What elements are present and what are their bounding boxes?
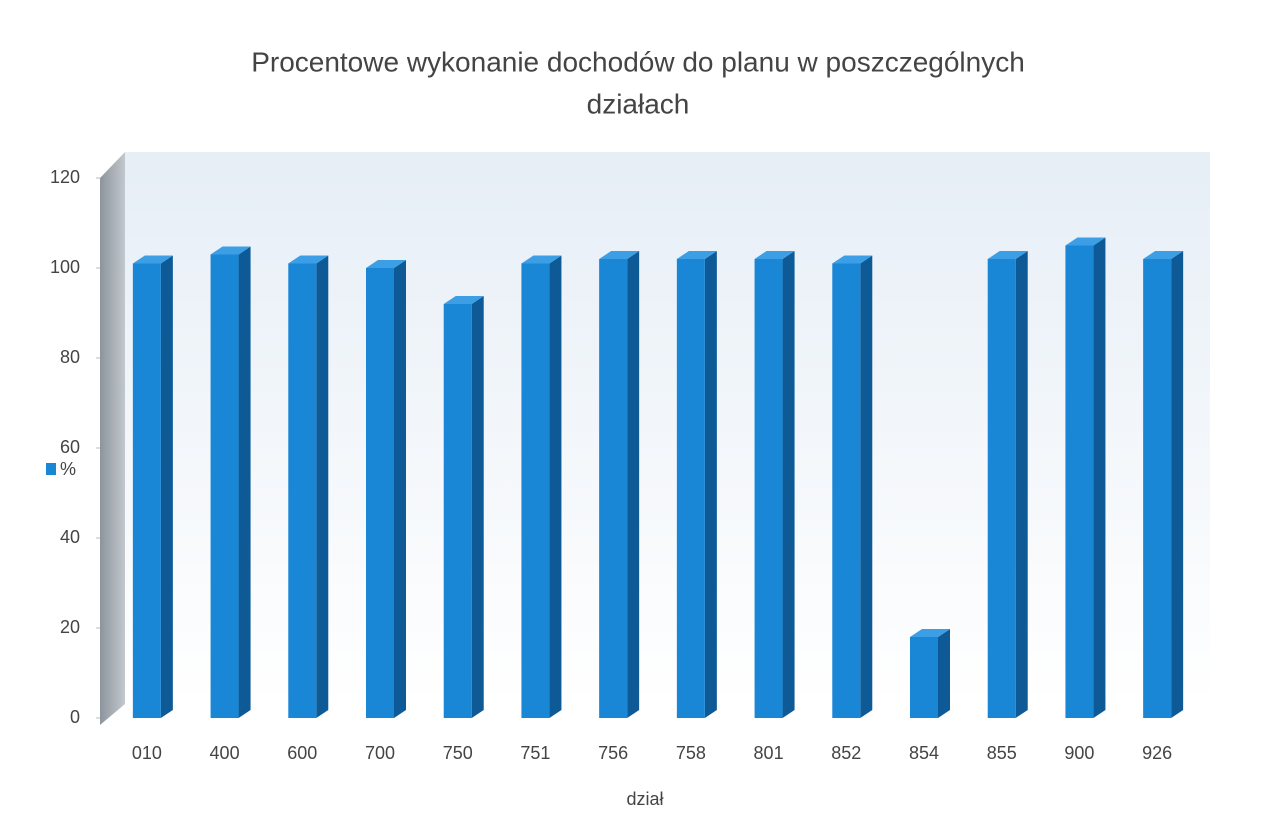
x-tick-label: 756 [598,743,628,763]
bar-side [860,255,873,718]
bar-side [627,251,640,718]
bar [832,263,861,718]
bar-side [1171,251,1184,718]
bar [754,259,783,718]
bar-top [132,255,173,264]
bar-top [987,251,1028,259]
bar-top [676,251,717,259]
x-tick-label: 855 [987,743,1017,763]
x-tick-label: 926 [1142,743,1172,763]
legend-swatch [46,463,56,475]
bar-top [521,255,562,264]
bar [366,268,394,718]
y-tick-label: 120 [50,167,80,187]
bar-side [1093,237,1106,718]
x-tick-label: 700 [365,743,395,763]
legend-label: % [60,459,76,479]
bar-top [443,296,484,304]
chart-title: Procentowe wykonanie dochodów do planu w… [251,46,1025,77]
bar-top [288,255,329,264]
x-tick-label: 900 [1064,743,1094,763]
x-tick-label: 600 [287,743,317,763]
bar-top [1143,251,1184,259]
back-wall [125,152,1210,704]
x-tick-label: 852 [831,743,861,763]
x-tick-label: 854 [909,743,939,763]
bar-top [832,255,873,264]
x-tick-label: 801 [754,743,784,763]
y-tick-label: 20 [60,617,80,637]
x-axis-label: dział [626,789,663,809]
bar [599,259,628,718]
side-wall [100,152,125,725]
bar [443,304,472,718]
bar [676,259,705,718]
x-tick-label: 400 [210,743,240,763]
x-tick-label: 010 [132,743,162,763]
bar-top [910,629,950,637]
bar-top [210,246,251,255]
bar-side [938,629,950,718]
bar-top [1065,237,1106,246]
bar-side [471,296,484,718]
bar-side [704,251,717,718]
bar [521,263,550,718]
bar-top [366,260,406,268]
bar-side [160,255,173,718]
bar [1065,245,1094,718]
bar-top [599,251,640,259]
bar-side [238,246,251,718]
bar [210,254,239,718]
bar [288,263,317,718]
bar-side [316,255,329,718]
bar-side [1015,251,1028,718]
x-tick-label: 758 [676,743,706,763]
bar [987,259,1016,718]
bar [132,263,161,718]
bar-side [782,251,795,718]
x-tick-label: 751 [520,743,550,763]
bar-side [549,255,562,718]
bar [910,637,938,718]
y-tick-label: 60 [60,437,80,457]
bar-top [754,251,795,259]
bar [1143,259,1172,718]
y-tick-label: 40 [60,527,80,547]
chart-title-line: działach [587,88,690,119]
y-tick-label: 0 [70,707,80,727]
bar-side [394,260,406,718]
x-tick-label: 750 [443,743,473,763]
y-tick-label: 100 [50,257,80,277]
y-tick-label: 80 [60,347,80,367]
